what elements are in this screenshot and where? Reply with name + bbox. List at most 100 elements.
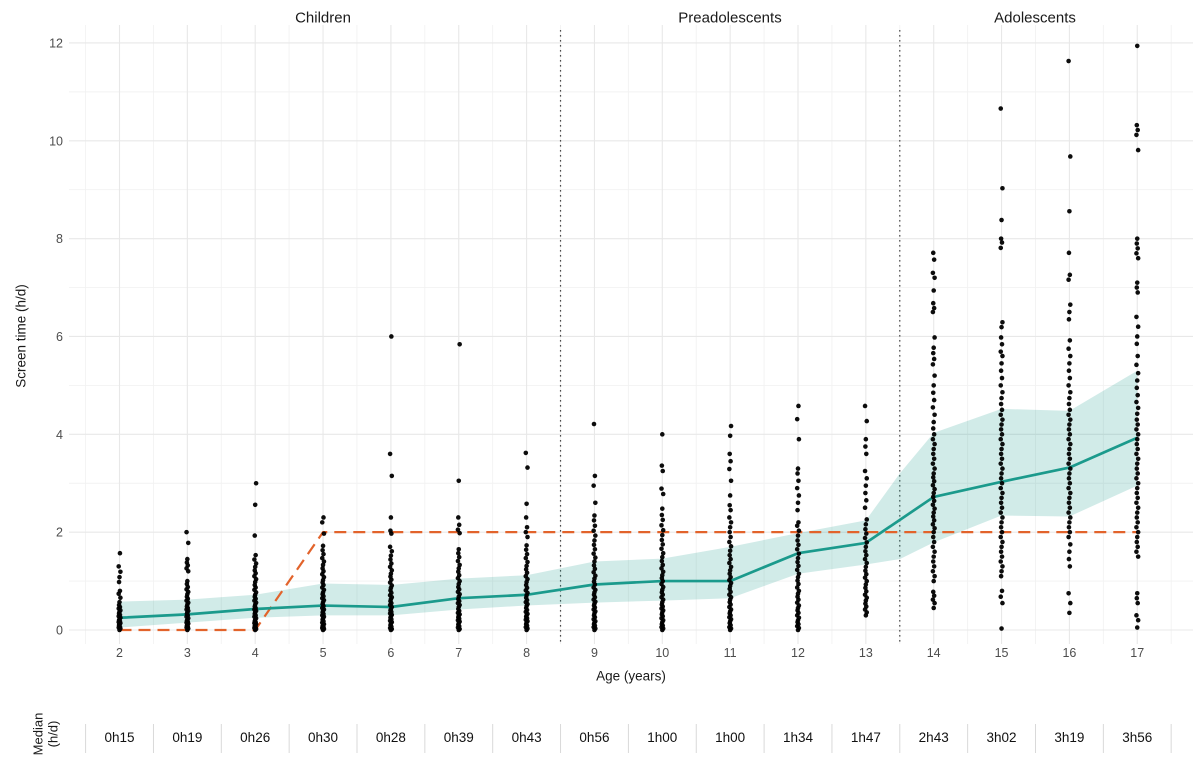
data-point [930, 300, 936, 306]
data-point [1134, 427, 1139, 432]
data-point [1134, 591, 1140, 596]
data-point [999, 217, 1004, 223]
data-point [932, 412, 937, 418]
data-point [1134, 280, 1140, 285]
data-point [1066, 510, 1071, 515]
data-point [796, 436, 802, 442]
data-point [591, 421, 597, 427]
data-point [184, 560, 190, 565]
data-point [1000, 353, 1005, 359]
y-tick-label: 2 [56, 526, 63, 540]
data-point [932, 373, 937, 378]
data-point [931, 478, 937, 484]
data-point [727, 539, 732, 545]
data-point [1066, 591, 1071, 596]
data-point [998, 549, 1004, 555]
data-point [1135, 505, 1141, 511]
data-point [321, 551, 326, 557]
data-point [1066, 58, 1071, 64]
group-label-children: Children [295, 9, 351, 27]
data-point [389, 548, 395, 554]
data-point [1134, 241, 1140, 246]
data-point [727, 571, 732, 577]
data-point [930, 362, 936, 367]
data-point [185, 556, 190, 562]
data-point [116, 564, 121, 569]
data-point [931, 356, 937, 362]
data-point [1066, 451, 1072, 457]
x-tick-label: 3 [184, 646, 191, 660]
data-point [659, 537, 665, 543]
data-point [1000, 441, 1005, 447]
data-point [999, 554, 1005, 559]
data-point [1134, 485, 1140, 491]
data-point [1066, 277, 1071, 283]
data-point [998, 236, 1004, 241]
data-point [863, 483, 869, 488]
data-point [931, 605, 936, 611]
data-point [999, 588, 1005, 594]
data-point [999, 422, 1004, 427]
data-point [321, 531, 327, 536]
data-point [1135, 544, 1140, 550]
data-point [1067, 549, 1072, 555]
data-point [932, 275, 937, 281]
data-point [1066, 461, 1071, 466]
data-point [931, 257, 937, 262]
data-point [727, 529, 732, 535]
data-point [1066, 383, 1071, 388]
data-point [1135, 600, 1140, 606]
data-point [998, 451, 1004, 457]
y-tick-label: 6 [56, 330, 63, 344]
data-point [1134, 236, 1140, 241]
data-point [1000, 600, 1005, 606]
data-point [931, 578, 936, 584]
data-point [931, 288, 936, 293]
data-point [1135, 471, 1140, 476]
data-point [932, 441, 937, 447]
data-point [728, 507, 733, 513]
data-point [455, 527, 461, 533]
data-point [930, 589, 936, 595]
median-value: 1h00 [715, 730, 745, 745]
data-point [1068, 389, 1073, 395]
data-point [1067, 208, 1072, 214]
data-point [1134, 549, 1139, 555]
data-point [930, 522, 936, 527]
data-point [1135, 405, 1141, 411]
data-point [930, 390, 936, 396]
data-point [795, 507, 800, 513]
x-tick-label: 9 [591, 646, 598, 660]
data-point [525, 465, 530, 470]
x-tick-label: 6 [387, 646, 394, 660]
data-point [932, 335, 937, 340]
data-point [252, 533, 258, 538]
data-point [1135, 617, 1141, 623]
data-point [253, 480, 259, 486]
data-point [1067, 422, 1072, 427]
x-tick-label: 2 [116, 646, 123, 660]
data-point [456, 515, 461, 520]
data-point [930, 534, 936, 540]
data-point [998, 245, 1004, 251]
data-point [1067, 495, 1072, 501]
data-point [1067, 272, 1073, 278]
data-point [387, 544, 393, 550]
data-point [796, 588, 802, 594]
data-point [999, 432, 1005, 437]
data-point [1066, 485, 1071, 491]
data-point [931, 305, 937, 311]
data-point [117, 550, 123, 556]
data-point [1134, 436, 1140, 442]
data-point [389, 568, 395, 573]
data-point [728, 478, 734, 484]
data-point [998, 500, 1004, 506]
data-point [795, 471, 800, 476]
x-tick-label: 5 [320, 646, 327, 660]
data-point [999, 456, 1005, 462]
data-point [931, 593, 937, 599]
data-point [1067, 395, 1072, 401]
data-point [523, 529, 529, 535]
data-point [1134, 510, 1140, 515]
data-point [659, 463, 665, 468]
